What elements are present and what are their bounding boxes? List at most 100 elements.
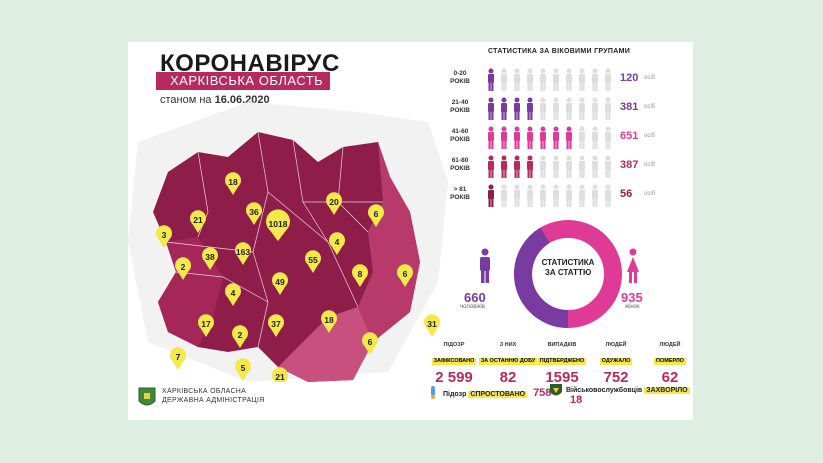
total-stat: ВИПАДКІВ ПІДТВЕРДЖЕНО 1595 [532, 342, 592, 386]
person-figure-icon [540, 126, 546, 149]
map-pin: 6 [396, 264, 413, 287]
map-pin: 8 [352, 264, 368, 287]
total-stat-label: ЛЮДЕЙ [605, 342, 627, 348]
person-figure-icon [553, 155, 559, 178]
person-figure-icon [579, 126, 585, 149]
map-pin-marker [362, 332, 378, 355]
person-figure-icon [488, 97, 494, 120]
map-pin-label: 3 [162, 230, 167, 240]
age-group-count-unit: осіб [644, 104, 656, 110]
age-group-count-unit: осіб [644, 191, 656, 197]
person-figure-icon [553, 184, 559, 207]
person-figure-icon [592, 68, 598, 91]
map-pin-label: 49 [275, 277, 285, 287]
total-stat-value: 1595 [545, 369, 579, 386]
map-pin: 1018 [266, 209, 290, 241]
total-stat-highlight: ЗАФІКСОВАНО [431, 358, 477, 365]
person-figure-icon [579, 184, 585, 207]
total-stat-highlight: ЗА ОСТАННЮ ДОБУ [478, 358, 538, 365]
refuted-value: 758 [533, 387, 552, 399]
map-pin-marker [326, 192, 342, 215]
person-figure-icon [501, 97, 507, 120]
person-figure-icon [592, 184, 598, 207]
oblast-emblem-icon [138, 387, 156, 406]
age-group-row: 61-80 РОКІВ 387 осіб [444, 155, 693, 179]
region-map: 1018 163 55 49 37 38 36 31 21 21 20 18 18 17 8 7 6 6 6 5 4 4 3… [128, 102, 448, 382]
map-pin-label: 6 [374, 209, 379, 219]
age-group-figures [488, 184, 611, 207]
map-pin-marker [305, 250, 321, 273]
total-stat-label: ПІДОЗР [443, 342, 465, 348]
map-pin-marker [235, 242, 251, 265]
person-figure-icon [579, 97, 585, 120]
age-group-unit: РОКІВ [450, 107, 470, 114]
person-figure-icon [501, 184, 507, 207]
person-figure-icon [514, 126, 520, 149]
map-pin-label: 18 [228, 177, 238, 187]
map-pin: 5 [235, 358, 251, 381]
map-pin: 7 [170, 347, 186, 370]
person-figure-icon [605, 68, 611, 91]
age-group-label: > 81 РОКІВ [444, 186, 476, 202]
military-value: 18 [570, 394, 583, 406]
map-pin-label: 21 [193, 215, 203, 225]
map-pin-marker [175, 257, 191, 280]
age-group-figures [488, 68, 611, 91]
person-figure-icon [605, 97, 611, 120]
total-stat-value: 62 [661, 369, 679, 386]
map-pin-label: 5 [241, 363, 246, 373]
map-pin: 6 [362, 332, 378, 355]
map-pin: 2 [232, 325, 248, 348]
map-pin-label: 18 [324, 315, 334, 325]
age-group-count: 381 [620, 101, 639, 113]
person-figure-icon [553, 97, 559, 120]
map-region-south [278, 307, 373, 382]
map-region-east [358, 142, 420, 342]
total-stat: ЛЮДЕЙ ПОМЕРЛО 62 [640, 342, 693, 386]
person-figure-icon [488, 68, 494, 91]
military-shield-icon [550, 384, 562, 396]
map-pin-marker [321, 310, 337, 333]
map-pin-label: 8 [358, 269, 363, 279]
map-pin: 4 [329, 232, 345, 255]
map-pin-label: 36 [249, 207, 259, 217]
map-pin: 37 [268, 314, 284, 337]
total-stat-label: ЛЮДЕЙ [659, 342, 681, 348]
map-pin-label: 17 [201, 319, 211, 329]
map-pin-marker [329, 232, 345, 255]
map-pin-marker [272, 272, 288, 295]
age-group-count: 387 [620, 159, 639, 171]
map-pin: 21 [190, 210, 206, 233]
donut-male-segment [514, 220, 622, 328]
person-figure-icon [540, 155, 546, 178]
map-pin: 3 [156, 225, 172, 248]
map-pin: 38 [202, 247, 218, 270]
as-of-prefix: станом на [160, 94, 212, 106]
refuted-highlight: СПРОСТОВАНО [468, 391, 528, 398]
female-label: жінок [625, 304, 640, 310]
age-group-label: 21-40 РОКІВ [444, 99, 476, 115]
person-figure-icon [488, 184, 494, 207]
map-pin-marker [396, 264, 413, 287]
person-figure-icon [514, 97, 520, 120]
person-figure-icon [540, 97, 546, 120]
age-group-range: 41-60 [451, 128, 469, 135]
map-pin: 49 [272, 272, 288, 295]
map-pin-marker [246, 202, 262, 225]
person-figure-icon [592, 97, 598, 120]
total-stat-label: ВИПАДКІВ [547, 342, 577, 348]
male-label: чоловіків [460, 304, 485, 310]
map-pin-marker [232, 325, 248, 348]
map-pin: 17 [198, 314, 214, 337]
map-pin: 2 [175, 257, 191, 280]
age-group-figures [488, 97, 611, 120]
person-figure-icon [501, 68, 507, 91]
person-figure-icon [605, 155, 611, 178]
male-figure-icon [480, 248, 490, 283]
person-figure-icon [579, 155, 585, 178]
person-figure-icon [553, 68, 559, 91]
age-group-count-unit: осіб [644, 162, 656, 168]
person-figure-icon [592, 155, 598, 178]
person-figure-icon [540, 184, 546, 207]
donut-center-label: СТАТИСТИКА ЗА СТАТТЮ [538, 258, 598, 278]
